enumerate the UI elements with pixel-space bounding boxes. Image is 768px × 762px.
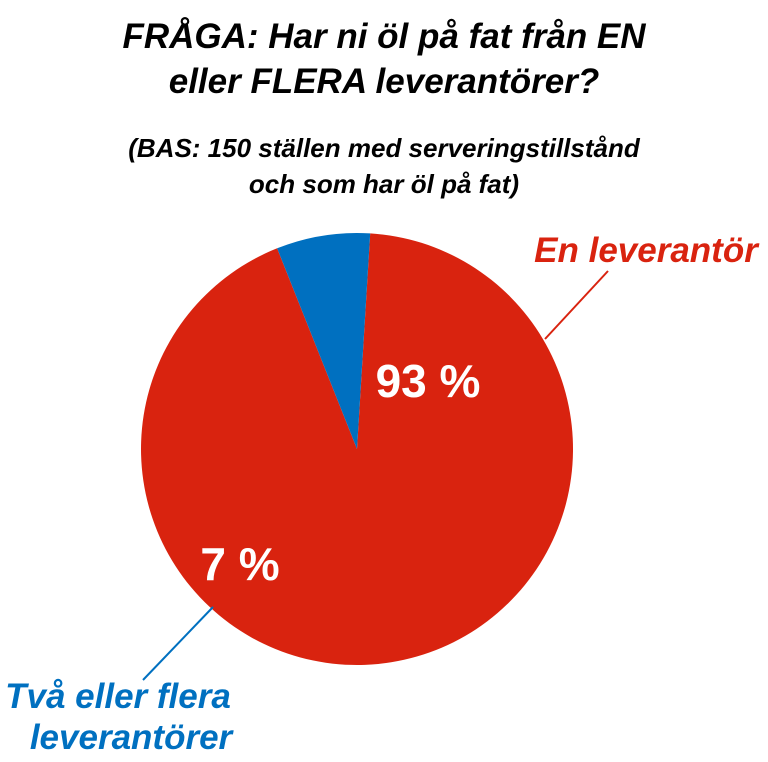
chart-title-line-2: eller FLERA leverantörer? (168, 62, 600, 101)
slice-en-leverantor (141, 233, 574, 665)
slice-category-label-tva-eller-flera-line-1: Två eller flera (5, 677, 231, 716)
chart-title: FRÅGA: Har ni öl på fat från EN eller FL… (0, 14, 768, 104)
leader-line-tva-eller-flera (142, 606, 214, 681)
slice-value-label-en-leverantor: 93 % (376, 355, 481, 407)
chart-subtitle-line-1: (BAS: 150 ställen med serveringstillstån… (128, 133, 640, 163)
chart-subtitle-line-2: och som har öl på fat) (248, 169, 520, 199)
leader-line-en-leverantor (544, 270, 609, 340)
slice-value-label-tva-eller-flera: 7 % (200, 538, 279, 590)
chart-title-line-1: FRÅGA: Har ni öl på fat från EN (122, 17, 646, 56)
slice-category-label-en-leverantor: En leverantör (534, 231, 760, 270)
chart-subtitle: (BAS: 150 ställen med serveringstillstån… (0, 130, 768, 202)
slice-tva-eller-flera (277, 232, 371, 449)
slice-category-label-tva-eller-flera-line-2: leverantörer (30, 718, 235, 757)
